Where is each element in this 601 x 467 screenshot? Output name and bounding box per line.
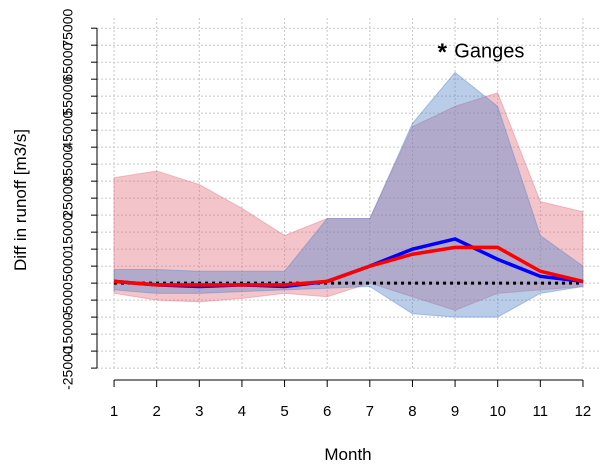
y-tick-label: 75000 bbox=[60, 9, 76, 48]
y-tick-label: 25000 bbox=[60, 178, 76, 217]
x-tick-label: 10 bbox=[489, 403, 506, 420]
y-axis-label: Diff in runoff [m3/s] bbox=[11, 129, 30, 271]
y-tick-label: 35000 bbox=[60, 144, 76, 183]
x-tick-label: 6 bbox=[323, 403, 331, 420]
x-tick-label: 1 bbox=[110, 403, 118, 420]
x-tick-label: 8 bbox=[408, 403, 416, 420]
y-tick-label: 15000 bbox=[60, 212, 76, 251]
x-tick-label: 9 bbox=[451, 403, 459, 420]
band bbox=[113, 71, 584, 318]
x-tick-label: 7 bbox=[366, 403, 374, 420]
annotation-marker: * bbox=[438, 39, 448, 66]
y-tick-label: -25000 bbox=[60, 346, 76, 390]
x-tick-label: 5 bbox=[280, 403, 288, 420]
x-tick-label: 11 bbox=[533, 403, 549, 420]
y-tick-label: 55000 bbox=[60, 77, 76, 116]
x-tick-label: 3 bbox=[195, 403, 203, 420]
y-tick-label: 5000 bbox=[60, 250, 76, 281]
x-tick-label: 2 bbox=[153, 403, 161, 420]
y-tick-label: -15000 bbox=[60, 312, 76, 356]
y-tick-label: 65000 bbox=[60, 43, 76, 82]
line bbox=[113, 245, 584, 287]
x-tick-label: 4 bbox=[238, 403, 246, 420]
band bbox=[113, 92, 584, 311]
annotation: Ganges bbox=[454, 40, 524, 62]
y-tick-label: 45000 bbox=[60, 110, 76, 149]
y-tick-label: -5000 bbox=[60, 282, 76, 318]
x-tick-label: 12 bbox=[575, 403, 592, 420]
x-axis-label: Month bbox=[324, 445, 371, 464]
